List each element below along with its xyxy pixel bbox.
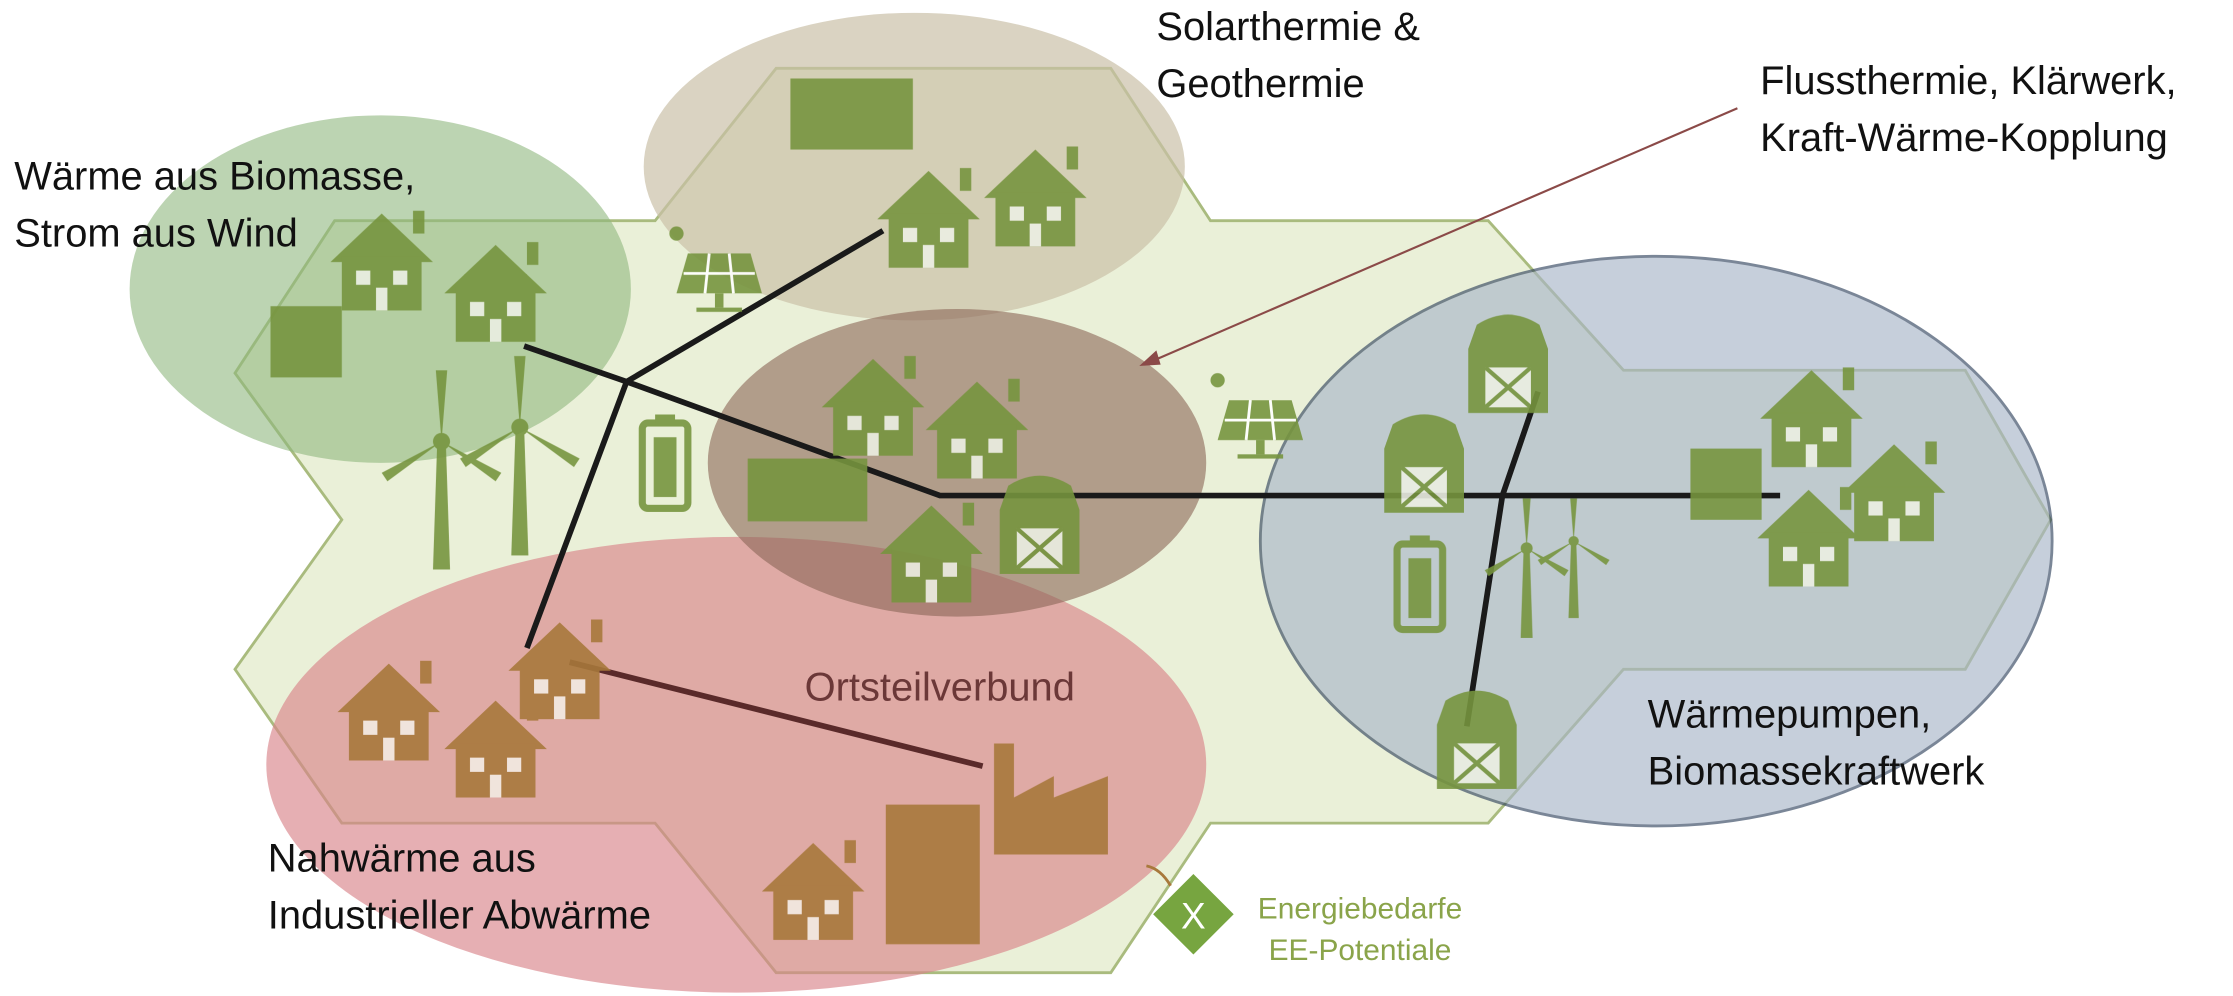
office-building [886,805,980,945]
region-label: Kraft-Wärme-Kopplung [1760,116,2168,160]
barn [1384,414,1464,512]
region-label: Solarthermie & [1156,5,1420,49]
legend-text: EE-Potentiale [1269,934,1452,967]
region-label: Geothermie [1156,62,1364,106]
market [1690,449,1761,520]
legend-icon-text: X [1181,894,1206,936]
legend: X Energiebedarfe EE-Potentiale [1146,866,1462,967]
school [748,459,868,522]
market [271,306,342,377]
barn [1437,691,1517,789]
region-label: Wärme aus Biomasse, [14,154,415,198]
diagram: X Energiebedarfe EE-Potentiale Solarther… [0,0,2233,996]
barn [1468,315,1548,413]
region-label: Biomassekraftwerk [1648,750,1985,794]
school [790,78,912,149]
region-label: Flussthermie, Klärwerk, [1760,59,2176,103]
center-label: Ortsteilverbund [805,666,1075,710]
region-label: Wärmepumpen, [1648,693,1932,737]
legend-text: Energiebedarfe [1258,893,1462,926]
region-label: Industrieller Abwärme [268,893,651,937]
barn [1000,476,1080,574]
region-label: Strom aus Wind [14,211,298,255]
region-label: Nahwärme aus [268,837,536,881]
